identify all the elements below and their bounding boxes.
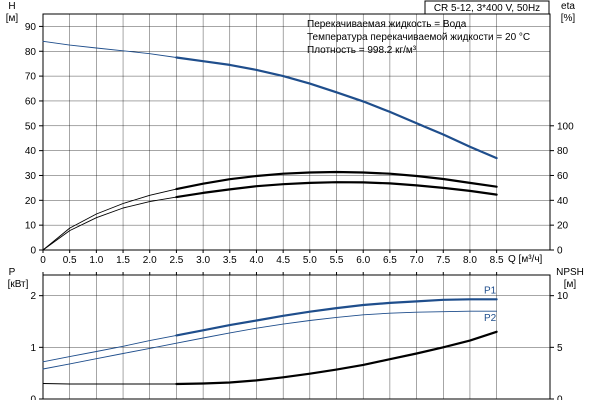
x-tick-label: 3.0 bbox=[196, 255, 210, 266]
x-tick-label: 2.0 bbox=[143, 255, 157, 266]
y-tick-label: 0 bbox=[557, 395, 563, 400]
x-tick-label: 4.0 bbox=[250, 255, 264, 266]
x-tick-label: 8.0 bbox=[463, 255, 477, 266]
y-tick-label: 20 bbox=[25, 196, 37, 207]
npsh-curve-thick bbox=[175, 330, 498, 386]
efficiency-curve-1-thick bbox=[175, 170, 498, 191]
top-y-right-ticks: 0 20 40 60 80 100 bbox=[550, 121, 574, 257]
bottom-series bbox=[42, 298, 498, 386]
head-curve-thin bbox=[42, 40, 177, 58]
y-tick-label: 5 bbox=[557, 343, 563, 354]
top-y-left-ticks: 0 10 20 30 40 50 60 70 80 90 bbox=[25, 22, 43, 257]
x-tick-label: 6.0 bbox=[356, 255, 370, 266]
bottom-y-left-ticks: 0 1 2 bbox=[30, 291, 43, 400]
series-label-p1: P1 bbox=[484, 285, 497, 296]
x-axis-label: Q [м³/ч] bbox=[508, 254, 543, 265]
x-tick-label: 0 bbox=[40, 255, 46, 266]
efficiency-curve-2-thick bbox=[175, 181, 498, 199]
bottom-y-right-label-2: [м] bbox=[564, 279, 577, 290]
power-p1-curve-thick bbox=[175, 298, 498, 337]
x-tick-label: 1.0 bbox=[89, 255, 103, 266]
x-tick-label: 4.5 bbox=[276, 255, 290, 266]
y-tick-label: 0 bbox=[557, 246, 563, 257]
x-tick-label: 2.5 bbox=[169, 255, 183, 266]
bottom-y-left-label-2: [кВт] bbox=[8, 279, 29, 290]
y-tick-label: 80 bbox=[25, 47, 37, 58]
x-tick-label: 5.0 bbox=[303, 255, 317, 266]
y-tick-label: 40 bbox=[25, 146, 37, 157]
top-plot-frame bbox=[42, 13, 551, 251]
bottom-y-right-ticks: 0 5 10 bbox=[550, 291, 569, 400]
y-tick-label: 0 bbox=[30, 246, 36, 257]
y-tick-label: 0 bbox=[30, 395, 36, 400]
x-tick-label: 1.5 bbox=[116, 255, 130, 266]
head-curve-thick bbox=[175, 56, 498, 160]
top-grid bbox=[42, 14, 550, 251]
y-tick-label: 10 bbox=[25, 221, 37, 232]
y-tick-label: 10 bbox=[557, 291, 569, 302]
top-series bbox=[42, 40, 498, 251]
chart-title: CR 5-12, 3*400 V, 50Hz bbox=[434, 3, 540, 14]
y-tick-label: 1 bbox=[30, 343, 36, 354]
y-tick-label: 90 bbox=[25, 22, 37, 33]
x-tick-label: 6.5 bbox=[383, 255, 397, 266]
top-y-right-label-2: [%] bbox=[561, 13, 576, 24]
power-p2-curve-thin bbox=[42, 310, 498, 370]
y-tick-label: 40 bbox=[557, 196, 569, 207]
bottom-plot-frame bbox=[42, 274, 551, 400]
x-tick-label: 7.5 bbox=[436, 255, 450, 266]
y-tick-label: 50 bbox=[25, 121, 37, 132]
y-tick-label: 2 bbox=[30, 291, 36, 302]
efficiency-curve-2-thin bbox=[42, 196, 177, 251]
bottom-series-labels: P1 P2 bbox=[484, 285, 497, 324]
y-tick-label: 80 bbox=[557, 146, 569, 157]
y-tick-label: 100 bbox=[557, 121, 574, 132]
top-y-right-label-1: eta bbox=[561, 1, 575, 12]
x-tick-label: 5.5 bbox=[330, 255, 344, 266]
series-label-p2: P2 bbox=[484, 313, 497, 324]
x-tick-label: 0.5 bbox=[63, 255, 77, 266]
top-x-ticks: 0 0.5 1.0 1.5 2.0 2.5 3.0 3.5 4.0 4.5 5.0 5.5 6.0 6.5… bbox=[40, 250, 504, 275]
y-tick-label: 60 bbox=[557, 171, 569, 182]
info-line-liquid: Перекачиваемая жидкость = Вода bbox=[307, 19, 467, 30]
bottom-y-right-label-1: NPSH bbox=[556, 267, 584, 278]
efficiency-curve-1-thin bbox=[42, 188, 177, 251]
top-y-left-label-2: [м] bbox=[6, 13, 19, 24]
info-line-temperature: Температура перекачиваемой жидкости = 20… bbox=[307, 32, 530, 43]
power-p1-curve-thin bbox=[42, 334, 177, 363]
x-tick-label: 7.0 bbox=[410, 255, 424, 266]
y-tick-label: 70 bbox=[25, 72, 37, 83]
bottom-grid bbox=[42, 275, 550, 400]
title-box bbox=[424, 0, 550, 15]
y-tick-label: 60 bbox=[25, 96, 37, 107]
x-tick-label: 8.5 bbox=[490, 255, 504, 266]
x-tick-label: 3.5 bbox=[223, 255, 237, 266]
npsh-curve-thin bbox=[42, 383, 177, 385]
y-tick-label: 30 bbox=[25, 171, 37, 182]
info-line-density: Плотность = 998.2 кг/м³ bbox=[307, 45, 417, 56]
bottom-y-left-label-1: P bbox=[9, 267, 16, 278]
y-tick-label: 20 bbox=[557, 221, 569, 232]
top-y-left-label-1: H bbox=[8, 1, 15, 12]
